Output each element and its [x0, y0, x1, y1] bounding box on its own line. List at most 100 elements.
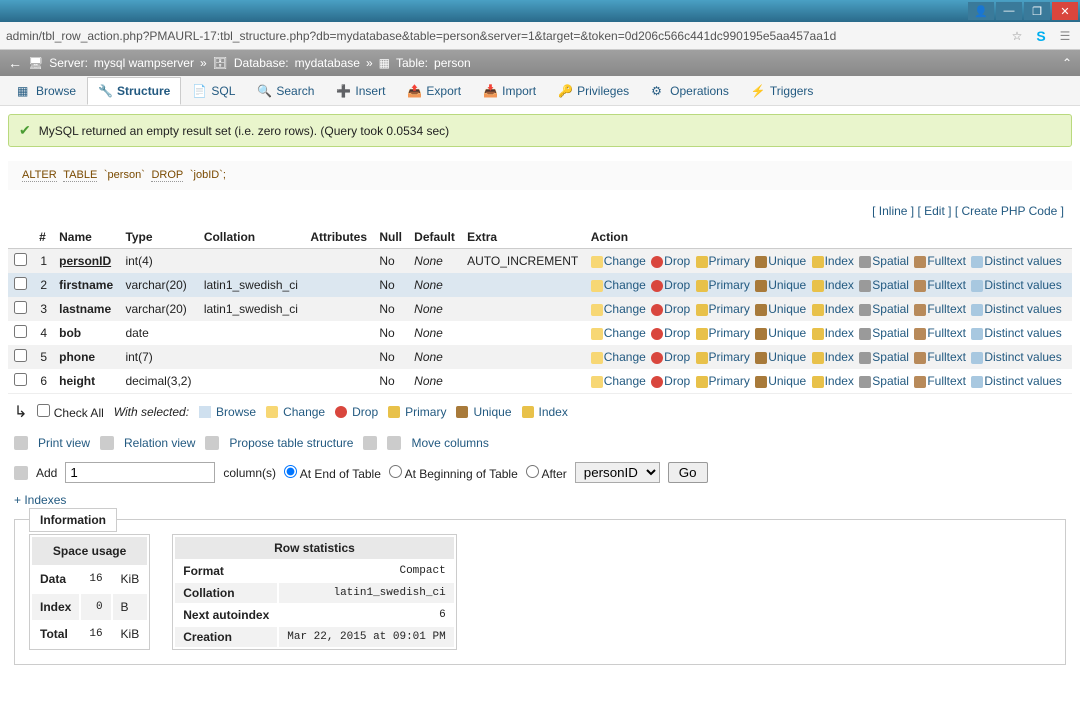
after-column-select[interactable]: personID: [575, 462, 660, 483]
indexes-toggle[interactable]: + Indexes: [8, 489, 1072, 511]
change-link[interactable]: Change: [591, 350, 646, 364]
fulltext-link[interactable]: Fulltext: [914, 326, 966, 340]
row-checkbox[interactable]: [14, 373, 27, 386]
fulltext-link[interactable]: Fulltext: [914, 374, 966, 388]
back-arrow-icon[interactable]: ←: [8, 55, 22, 71]
fulltext-link[interactable]: Fulltext: [914, 278, 966, 292]
radio-after[interactable]: [526, 465, 539, 478]
distinct-link[interactable]: Distinct values: [971, 302, 1061, 316]
tab-search[interactable]: 🔍Search: [246, 77, 325, 105]
move-columns-link[interactable]: Move columns: [411, 436, 488, 450]
distinct-link[interactable]: Distinct values: [971, 254, 1061, 268]
bulk-index[interactable]: Index: [522, 405, 568, 419]
tab-import[interactable]: 📥Import: [472, 77, 547, 105]
spatial-link[interactable]: Spatial: [859, 326, 909, 340]
inline-link[interactable]: Inline: [879, 204, 908, 218]
row-checkbox[interactable]: [14, 349, 27, 362]
primary-link[interactable]: Primary: [696, 374, 750, 388]
unique-link[interactable]: Unique: [755, 350, 806, 364]
table-link[interactable]: person: [434, 56, 471, 70]
spatial-link[interactable]: Spatial: [859, 302, 909, 316]
change-link[interactable]: Change: [591, 254, 646, 268]
unique-link[interactable]: Unique: [755, 254, 806, 268]
tab-privileges[interactable]: 🔑Privileges: [547, 77, 640, 105]
primary-link[interactable]: Primary: [696, 278, 750, 292]
change-link[interactable]: Change: [591, 278, 646, 292]
user-icon[interactable]: 👤: [968, 2, 994, 20]
primary-link[interactable]: Primary: [696, 326, 750, 340]
go-button[interactable]: Go: [668, 462, 708, 483]
distinct-link[interactable]: Distinct values: [971, 326, 1061, 340]
index-link[interactable]: Index: [812, 302, 854, 316]
bulk-primary[interactable]: Primary: [388, 405, 446, 419]
tab-triggers[interactable]: ⚡Triggers: [740, 77, 825, 105]
unique-link[interactable]: Unique: [755, 302, 806, 316]
edit-link[interactable]: Edit: [924, 204, 945, 218]
change-link[interactable]: Change: [591, 326, 646, 340]
unique-link[interactable]: Unique: [755, 374, 806, 388]
fulltext-link[interactable]: Fulltext: [914, 254, 966, 268]
drop-link[interactable]: Drop: [651, 278, 690, 292]
minimize-button[interactable]: —: [996, 2, 1022, 20]
fulltext-link[interactable]: Fulltext: [914, 302, 966, 316]
checkall-checkbox[interactable]: [37, 404, 50, 417]
primary-link[interactable]: Primary: [696, 302, 750, 316]
drop-link[interactable]: Drop: [651, 326, 690, 340]
print-view-link[interactable]: Print view: [38, 436, 90, 450]
propose-link[interactable]: Propose table structure: [229, 436, 353, 450]
distinct-link[interactable]: Distinct values: [971, 374, 1061, 388]
spatial-link[interactable]: Spatial: [859, 350, 909, 364]
radio-end[interactable]: [284, 465, 297, 478]
spatial-link[interactable]: Spatial: [859, 374, 909, 388]
drop-link[interactable]: Drop: [651, 254, 690, 268]
tab-browse[interactable]: ▦Browse: [6, 77, 87, 105]
distinct-link[interactable]: Distinct values: [971, 278, 1061, 292]
unique-link[interactable]: Unique: [755, 278, 806, 292]
drop-link[interactable]: Drop: [651, 374, 690, 388]
distinct-link[interactable]: Distinct values: [971, 350, 1061, 364]
index-link[interactable]: Index: [812, 254, 854, 268]
url-text[interactable]: admin/tbl_row_action.php?PMAURL-17:tbl_s…: [6, 29, 1002, 43]
menu-icon[interactable]: ☰: [1056, 27, 1074, 45]
radio-begin[interactable]: [389, 465, 402, 478]
database-link[interactable]: mydatabase: [295, 56, 360, 70]
server-link[interactable]: mysql wampserver: [94, 56, 194, 70]
bulk-change[interactable]: Change: [266, 405, 325, 419]
tab-structure[interactable]: 🔧Structure: [87, 77, 181, 105]
tab-insert[interactable]: ➕Insert: [325, 77, 396, 105]
tab-sql[interactable]: 📄SQL: [181, 77, 246, 105]
fulltext-link[interactable]: Fulltext: [914, 350, 966, 364]
tab-export[interactable]: 📤Export: [396, 77, 472, 105]
index-link[interactable]: Index: [812, 350, 854, 364]
bulk-unique[interactable]: Unique: [456, 405, 511, 419]
bulk-browse[interactable]: Browse: [199, 405, 256, 419]
primary-link[interactable]: Primary: [696, 350, 750, 364]
header-default: Default: [408, 226, 461, 249]
index-link[interactable]: Index: [812, 278, 854, 292]
add-count-input[interactable]: [65, 462, 215, 483]
skype-icon[interactable]: S: [1032, 27, 1050, 45]
row-checkbox[interactable]: [14, 277, 27, 290]
row-checkbox[interactable]: [14, 301, 27, 314]
star-icon[interactable]: ☆: [1008, 27, 1026, 45]
drop-link[interactable]: Drop: [651, 302, 690, 316]
help-icon[interactable]: [363, 436, 377, 450]
index-link[interactable]: Index: [812, 326, 854, 340]
collapse-icon[interactable]: ⌃: [1062, 56, 1072, 70]
relation-view-link[interactable]: Relation view: [124, 436, 195, 450]
spatial-link[interactable]: Spatial: [859, 254, 909, 268]
create-php-link[interactable]: Create PHP Code: [961, 204, 1057, 218]
row-checkbox[interactable]: [14, 253, 27, 266]
row-checkbox[interactable]: [14, 325, 27, 338]
close-button[interactable]: ✕: [1052, 2, 1078, 20]
spatial-link[interactable]: Spatial: [859, 278, 909, 292]
primary-link[interactable]: Primary: [696, 254, 750, 268]
index-link[interactable]: Index: [812, 374, 854, 388]
tab-operations[interactable]: ⚙Operations: [640, 77, 740, 105]
unique-link[interactable]: Unique: [755, 326, 806, 340]
bulk-drop[interactable]: Drop: [335, 405, 378, 419]
maximize-button[interactable]: ❐: [1024, 2, 1050, 20]
change-link[interactable]: Change: [591, 374, 646, 388]
drop-link[interactable]: Drop: [651, 350, 690, 364]
change-link[interactable]: Change: [591, 302, 646, 316]
